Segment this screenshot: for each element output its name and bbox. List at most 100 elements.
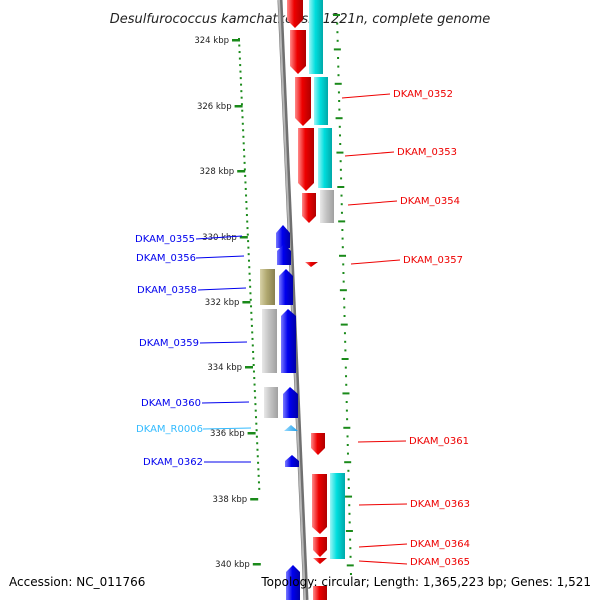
gene-label[interactable]: DKAM_0355 [135,234,195,245]
outer-tick [349,573,352,575]
feature-dkam-0352[interactable] [290,30,306,74]
leader-line [199,341,248,344]
inner-tick [257,474,260,477]
tick-label: 330 kbp [202,233,237,243]
gene-label[interactable]: DKAM_0362 [143,457,203,468]
inner-tick [245,214,248,217]
outer-tick [348,521,351,524]
feature-dkam-0362[interactable] [285,455,299,467]
outer-tick [336,151,344,154]
inner-tick [246,220,249,223]
gene-label[interactable]: DKAM_R0006 [136,424,203,435]
inner-tick-ring [238,38,261,490]
outer-tick [343,297,346,300]
inner-tick [257,468,260,471]
outer-tick [341,246,344,249]
outer-tick [340,194,343,197]
gene-label[interactable]: DKAM_0354 [400,196,460,207]
feature-hypothetical-0354 [320,190,334,223]
outer-tick [334,82,342,85]
inner-tick [239,64,242,67]
feature-dkam-0364[interactable] [313,537,327,557]
outer-tick [336,22,339,25]
inner-tick [250,324,253,327]
outer-tick [347,478,350,481]
feature-dkam-0365[interactable] [313,558,327,564]
inner-tick [238,57,241,60]
feature-dkam-0357[interactable] [305,262,318,267]
outer-tick [345,409,348,412]
outer-tick [339,134,342,137]
feature-dkam-0359[interactable] [281,309,296,373]
gene-label[interactable]: DKAM_0364 [410,539,470,550]
outer-tick [343,315,346,317]
inner-tick [238,51,241,54]
gene-label[interactable]: DKAM_0365 [410,557,470,568]
inner-tick [243,161,246,164]
inner-tick [253,390,256,393]
gene-label[interactable]: DKAM_0363 [410,499,470,510]
leader-line [201,401,250,404]
inner-tick [245,207,248,210]
gene-label[interactable]: DKAM_0356 [136,253,196,264]
feature-dkam-0363[interactable] [312,474,327,534]
inner-tick [252,370,255,373]
gene-label[interactable]: DKAM_0352 [393,89,453,100]
outer-tick [342,272,345,274]
feature-dkam-0354[interactable] [302,193,316,223]
feature-dkam-0353b[interactable] [298,128,314,191]
tick-label: 328 kbp [200,167,235,177]
outer-tick [341,229,344,231]
feature-orf-top [309,0,323,74]
gene-labels: DKAM_0355 DKAM_0356 DKAM_0358 DKAM_0359 DKAM… [135,89,470,568]
outer-tick [346,452,349,455]
inner-tick [254,403,257,406]
outer-tick [347,469,350,472]
feature-dkam-r0006[interactable] [284,425,298,431]
gene-label[interactable]: DKAM_0361 [409,436,469,447]
inner-tick [256,448,259,451]
inner-tick [253,377,256,380]
gene-label[interactable]: DKAM_0359 [139,338,199,349]
feature-dkam-0352-upstream[interactable] [287,0,303,28]
inner-tick [255,429,258,432]
major-tick [252,563,261,566]
feature-next-forward[interactable] [313,586,327,600]
inner-tick [256,455,259,458]
gene-label[interactable]: DKAM_0357 [403,255,463,266]
inner-tick [250,305,253,308]
tick-label: 338 kbp [213,495,248,505]
outer-tick [348,512,351,515]
leader-line [195,255,245,259]
genome-summary-label: Topology: circular; Length: 1,365,223 bp… [260,575,591,589]
outer-tick [349,547,352,550]
outer-tick [342,392,350,395]
inner-tick [240,90,243,93]
gene-label[interactable]: DKAM_0353 [397,147,457,158]
inner-tick [241,116,244,119]
feature-dkam-0353[interactable] [295,77,311,126]
leader-line [347,200,398,206]
major-tick [239,236,248,239]
feature-dkam-0356[interactable] [277,244,291,265]
outer-tick [342,280,345,283]
inner-tick [244,174,247,177]
leader-line [195,235,243,240]
outer-tick [335,117,343,120]
forward-strand-features [287,0,345,600]
outer-tick [344,366,347,369]
feature-dkam-0360[interactable] [283,387,298,418]
outer-tick [339,160,342,163]
leader-line [341,93,391,99]
gene-label[interactable]: DKAM_0358 [137,285,197,296]
feature-dkam-0355[interactable] [276,225,290,248]
inner-tick [252,364,255,366]
inner-tick [251,344,254,347]
feature-next-reverse[interactable] [286,565,300,600]
outer-tick [337,74,340,77]
feature-dkam-0361[interactable] [311,433,325,455]
gene-label[interactable]: DKAM_0360 [141,398,201,409]
outer-tick [344,340,347,343]
outer-tick [336,31,339,34]
feature-dkam-0358[interactable] [279,269,293,305]
